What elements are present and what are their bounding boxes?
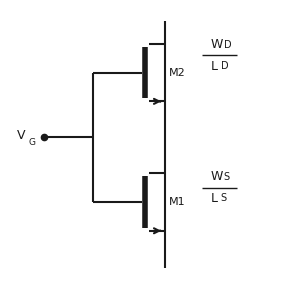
Text: M2: M2 (169, 68, 186, 78)
Text: D: D (221, 61, 228, 71)
Text: W: W (211, 38, 223, 51)
Text: S: S (221, 193, 227, 203)
Text: L: L (211, 192, 218, 205)
Text: D: D (224, 40, 231, 50)
Text: M1: M1 (169, 197, 186, 207)
Text: G: G (29, 138, 36, 147)
Text: S: S (224, 172, 230, 182)
Text: W: W (211, 170, 223, 183)
Text: L: L (211, 60, 218, 73)
Text: V: V (16, 129, 25, 142)
